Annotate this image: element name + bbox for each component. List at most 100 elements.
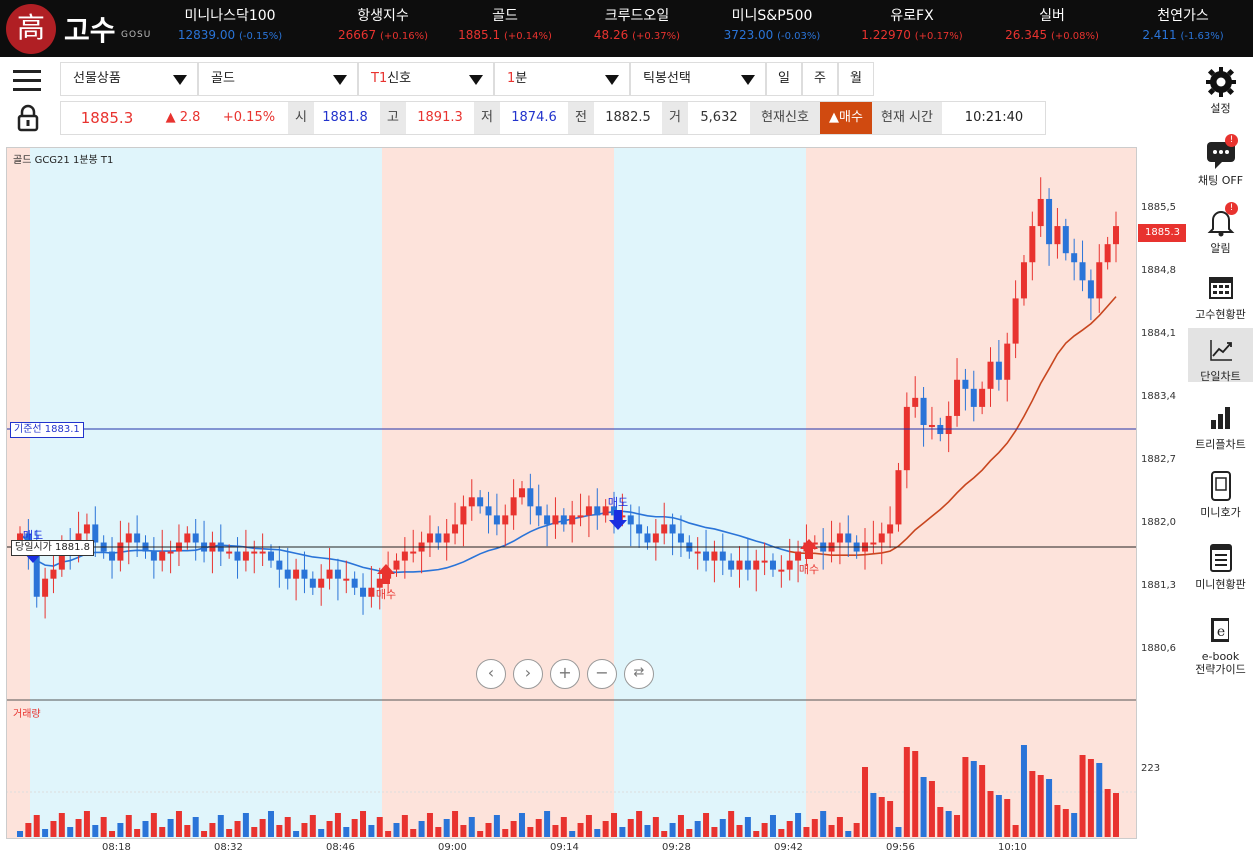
candle-body	[460, 506, 467, 525]
buy-arrow-icon	[377, 564, 395, 584]
list-icon	[1188, 542, 1253, 574]
ticker-name: 천연가스	[1157, 8, 1209, 24]
sidebar-item-mini-quote[interactable]: 미니호가	[1188, 464, 1253, 526]
sidebar-item-single-chart[interactable]: 단일차트	[1188, 328, 1253, 383]
candle-body	[443, 533, 450, 543]
ticker-value: 1.22970 (+0.17%)	[861, 28, 963, 42]
ticker-item[interactable]: 크루드오일 48.26 (+0.37%)	[567, 6, 707, 46]
ticker-item[interactable]: 유로FX 1.22970 (+0.17%)	[842, 6, 982, 46]
candle-body	[502, 515, 509, 525]
candle-body	[1020, 262, 1027, 299]
volume-value: 5,632	[700, 110, 738, 125]
signal-label: 매도	[23, 529, 43, 542]
sidebar-item-mini-status[interactable]: 미니현황판	[1188, 536, 1253, 598]
volume-bar	[853, 823, 860, 837]
volume-bar	[1020, 745, 1027, 837]
volume-bar	[1071, 813, 1078, 837]
period-week-button[interactable]: 주	[802, 62, 838, 96]
item-select[interactable]: 골드	[198, 62, 358, 96]
zoom-in-icon[interactable]: +	[550, 659, 580, 689]
sell-arrow-icon	[609, 510, 627, 530]
open-label: 시	[288, 102, 314, 134]
volume-bar	[167, 819, 174, 837]
signal-badge: ▲매수	[820, 102, 872, 134]
calendar-icon	[1188, 272, 1253, 304]
volume-bar	[293, 831, 300, 837]
candle-body	[117, 542, 124, 561]
volume-bar	[845, 831, 852, 837]
candle-body	[1062, 226, 1069, 254]
open-value: 1881.8	[322, 110, 368, 125]
sidebar-item-ebook[interactable]: e e-book 전략가이드	[1188, 608, 1253, 680]
zoom-out-icon[interactable]: −	[587, 659, 617, 689]
volume-bar	[343, 827, 350, 837]
candle-body	[845, 533, 852, 543]
volume-bar	[619, 827, 626, 837]
time-tick-label: 09:56	[886, 842, 915, 853]
period-month-button[interactable]: 월	[838, 62, 874, 96]
lock-icon[interactable]	[14, 104, 42, 132]
candle-body	[811, 542, 818, 545]
volume-bar	[820, 811, 827, 837]
candle-body	[150, 551, 157, 561]
price-tick-label: 1882,0	[1141, 517, 1176, 528]
ticker-value: 26667 (+0.16%)	[338, 28, 428, 42]
hamburger-menu-icon[interactable]	[8, 64, 50, 96]
product-select[interactable]: 선물상품	[60, 62, 198, 96]
ticker-item[interactable]: 천연가스 2.411 (-1.63%)	[1113, 6, 1253, 46]
scroll-left-icon[interactable]: ‹	[476, 659, 506, 689]
volume-bar	[1062, 809, 1069, 837]
period-day-button[interactable]: 일	[766, 62, 802, 96]
time-label: 현재 시간	[872, 102, 942, 134]
time-tick-label: 09:28	[662, 842, 691, 853]
chevron-down-icon	[605, 75, 619, 85]
ticker-item[interactable]: 실버 26.345 (+0.08%)	[982, 6, 1122, 46]
ticker-item[interactable]: 골드 1885.1 (+0.14%)	[435, 6, 575, 46]
signal-label: 현재신호	[750, 102, 820, 134]
sidebar-item-settings[interactable]: 설정	[1188, 60, 1253, 118]
volume-bar	[1113, 793, 1119, 837]
candle-body	[753, 560, 760, 570]
ticker-item[interactable]: 미니나스닥100 12839.00 (-0.15%)	[160, 6, 300, 46]
logo-name: 고수	[64, 14, 116, 47]
volume-bar	[962, 757, 969, 837]
volume-bar	[928, 781, 935, 837]
price-tick-label: 1880,6	[1141, 643, 1176, 654]
candle-body	[485, 506, 492, 516]
volume-bar	[242, 813, 249, 837]
volume-bar	[468, 817, 475, 837]
scroll-right-icon[interactable]: ›	[513, 659, 543, 689]
volume-bar	[636, 811, 643, 837]
candle-body	[192, 533, 199, 543]
volume-bar	[410, 829, 417, 837]
volume-bar	[443, 819, 450, 837]
candle-body	[677, 533, 684, 543]
time-tick-label: 08:18	[102, 842, 131, 853]
ticker-item[interactable]: 미니S&P500 3723.00 (-0.03%)	[702, 6, 842, 46]
candle-body	[318, 578, 325, 588]
candle-body	[284, 569, 291, 579]
sidebar-item-gosu-status[interactable]: 고수현황판	[1188, 266, 1253, 322]
candle-body	[393, 560, 400, 570]
sidebar-item-chat[interactable]: ! 채팅 OFF	[1188, 132, 1253, 194]
volume-bar	[736, 825, 743, 837]
candle-body	[928, 424, 935, 427]
candle-select[interactable]: 틱봉선택	[630, 62, 766, 96]
signal-select[interactable]: T1신호	[358, 62, 494, 96]
reset-icon[interactable]: ⇄	[624, 659, 654, 689]
volume-bar	[769, 815, 776, 837]
candle-body	[435, 533, 442, 543]
interval-select[interactable]: 1분	[494, 62, 630, 96]
gosu-logo[interactable]: 高 고수 GOSU	[4, 3, 154, 55]
volume-bar	[234, 821, 241, 837]
candle-body	[343, 578, 350, 581]
sidebar-item-triple-chart[interactable]: 트리플차트	[1188, 396, 1253, 456]
chevron-down-icon	[333, 75, 347, 85]
ticker-item[interactable]: 항생지수 26667 (+0.16%)	[313, 6, 453, 46]
candle-body	[410, 551, 417, 554]
ticker-value: 26.345 (+0.08%)	[1005, 28, 1099, 42]
ticker-value: 1885.1 (+0.14%)	[458, 28, 552, 42]
volume-bar	[351, 819, 358, 837]
sidebar-item-alarm[interactable]: ! 알림	[1188, 200, 1253, 260]
